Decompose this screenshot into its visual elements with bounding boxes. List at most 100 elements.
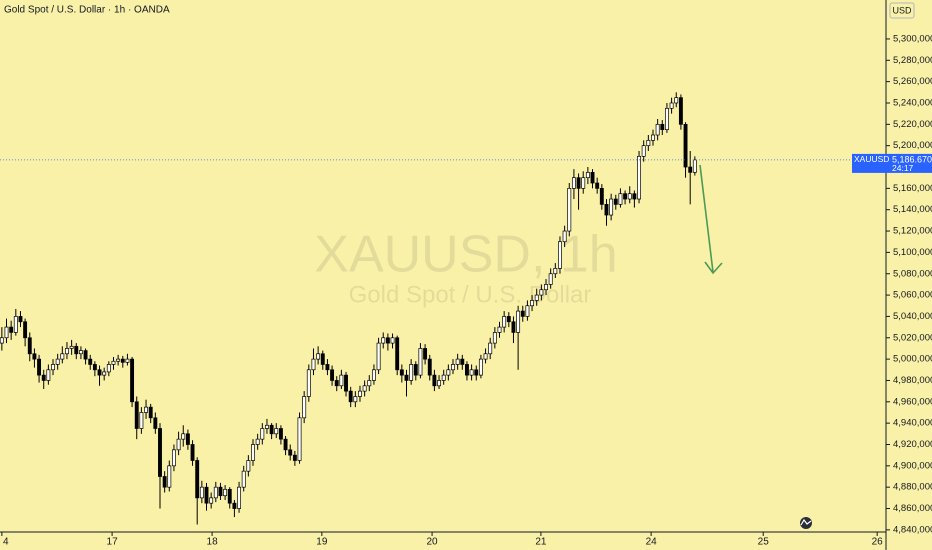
candle-body (576, 177, 581, 189)
candle-body (69, 345, 74, 349)
candle-body (655, 123, 660, 136)
candle-body (567, 188, 572, 232)
y-tick-label: 5,060,000 (893, 290, 932, 301)
candle-body (520, 310, 525, 317)
candle-body (306, 369, 311, 397)
candle-body (465, 364, 469, 376)
candle-body (195, 460, 200, 499)
candle-body (413, 364, 418, 376)
x-tick-label: 17 (107, 537, 119, 548)
candle-body (278, 428, 283, 440)
candle-body (664, 107, 669, 131)
candle-body (274, 428, 279, 435)
candle-body (688, 166, 693, 173)
candle-body (260, 428, 265, 440)
x-tick-label: 24 (646, 537, 658, 548)
candle-body (9, 326, 14, 333)
candle-body (241, 470, 246, 488)
candle-body (116, 358, 121, 362)
candle-body (362, 385, 367, 392)
candle-body (627, 193, 632, 200)
candle-body (213, 486, 218, 499)
candle-body (283, 438, 288, 451)
chart-title: Gold Spot / U.S. Dollar · 1h · OANDA (4, 5, 170, 16)
candle-body (171, 449, 176, 467)
candle-body (409, 364, 414, 381)
candle-body (385, 337, 390, 344)
candle-body (125, 358, 130, 363)
candle-body (18, 316, 23, 323)
candle-body (395, 337, 400, 371)
candle-body (651, 134, 655, 141)
candle-body (4, 326, 9, 339)
candle-body (441, 374, 446, 381)
candle-body (423, 348, 428, 360)
candle-body (539, 289, 544, 296)
candle-body (339, 374, 344, 387)
candle-body (488, 342, 493, 355)
candle-body (265, 424, 269, 429)
arrow-head (704, 261, 723, 275)
candle-body (581, 177, 586, 189)
y-tick-label: 5,280,000 (893, 55, 932, 66)
candle-body (427, 358, 432, 376)
x-tick-label: 19 (316, 537, 328, 548)
x-tick-label: 26 (872, 537, 884, 548)
candle-body (506, 316, 511, 323)
y-tick-label: 5,000,000 (893, 354, 932, 365)
candle-body (251, 444, 255, 461)
candle-body (320, 353, 325, 365)
candle-body (269, 424, 274, 435)
watermark-name: Gold Spot / U.S. Dollar (349, 281, 592, 308)
y-tick-label: 5,300,000 (893, 33, 932, 44)
currency-box[interactable] (889, 2, 915, 19)
candle-body (13, 316, 18, 333)
candle-body (292, 454, 297, 461)
watermark-symbol: XAUUSD, 1h (314, 226, 617, 284)
candle-body (288, 449, 293, 456)
candle-body (632, 193, 637, 200)
y-tick-label: 5,020,000 (893, 332, 932, 343)
candle-body (144, 406, 148, 413)
y-tick-label: 4,940,000 (893, 418, 932, 429)
candle-body (618, 193, 623, 205)
candle-body (111, 360, 116, 365)
x-tick-label: 20 (427, 537, 439, 548)
candle-body (148, 406, 153, 419)
candle-body (595, 182, 600, 189)
candle-body (358, 390, 362, 397)
logo-mark (800, 518, 812, 526)
candle-body (669, 102, 674, 109)
x-tick-label: 21 (535, 537, 547, 548)
candle-body (571, 177, 576, 189)
candle-body (83, 350, 88, 360)
candle-body (134, 401, 139, 429)
y-tick-label: 5,140,000 (893, 204, 932, 215)
candle-body (390, 337, 395, 344)
candle-body (371, 369, 376, 381)
candle-body (139, 412, 144, 429)
candle-body (32, 353, 37, 360)
candle-body (232, 502, 237, 509)
y-tick-label: 5,240,000 (893, 98, 932, 109)
candle-body (102, 371, 107, 376)
y-tick-label: 5,260,000 (893, 76, 932, 87)
candle-body (106, 364, 111, 373)
candle-body (237, 486, 242, 509)
candle-body (446, 369, 451, 376)
candle-body (55, 358, 60, 365)
currency[interactable]: USD (892, 5, 912, 15)
candle-body (344, 374, 348, 392)
candle-body (599, 188, 604, 205)
candle-body (502, 316, 507, 328)
y-tick-label: 4,920,000 (893, 439, 932, 450)
candle-body (367, 380, 372, 387)
candle-body (176, 438, 181, 451)
candle-body (585, 172, 590, 179)
candle-body (37, 358, 42, 376)
candle-body (227, 488, 232, 504)
candle-body (381, 337, 386, 344)
candle-body (190, 444, 195, 461)
candle-body (158, 428, 162, 477)
